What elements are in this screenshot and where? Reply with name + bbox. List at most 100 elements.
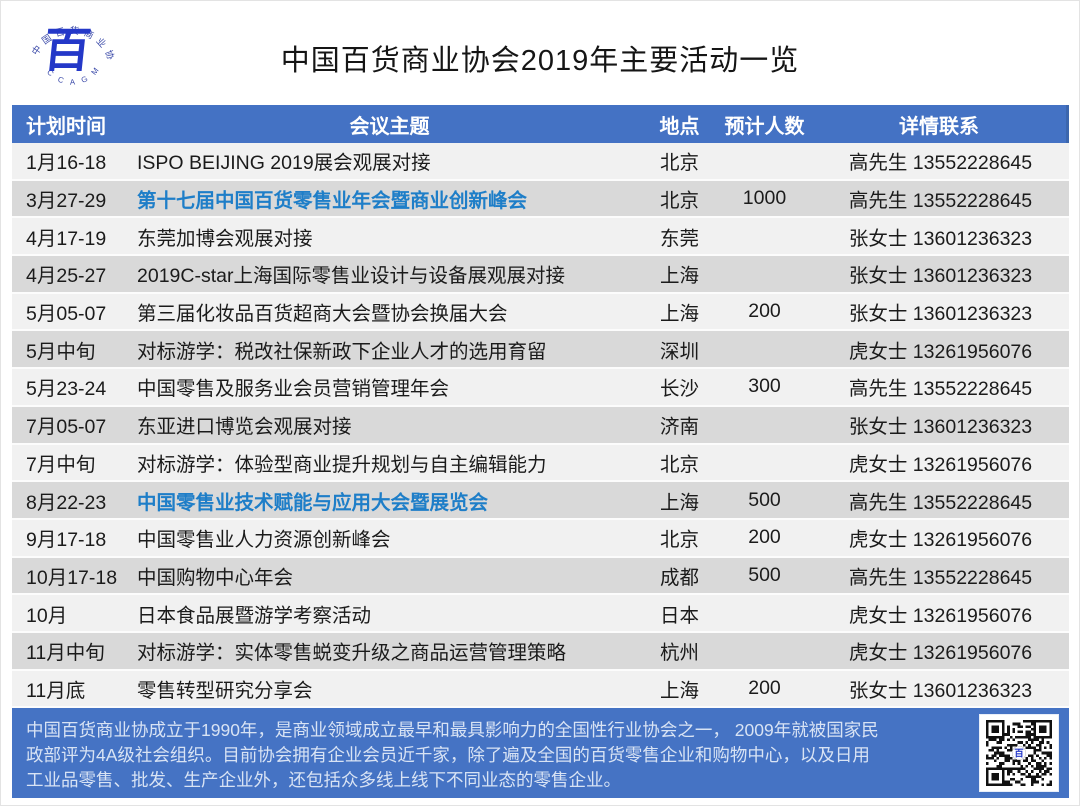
row-topic: 2019C-star上海国际零售业设计与设备展观展对接 [137, 265, 565, 288]
header-cell-location: 地点 [659, 115, 700, 138]
row-attendees: 500 [748, 563, 781, 586]
row-contact: 张女士 13601236323 [848, 679, 1033, 702]
row-topic: 东亚进口博览会观展对接 [137, 416, 352, 439]
table-header: 计划时间 会议主题 地点 预计人数 详情联系 [12, 105, 1069, 143]
qr-code: 百 [979, 714, 1059, 792]
header-cell-attendees: 预计人数 [724, 115, 805, 138]
row-time: 3月27-29 [26, 190, 107, 213]
row-location: 济南 [659, 416, 699, 439]
row-time: 5月05-07 [26, 303, 107, 326]
table-row: 4月17-19 东莞加博会观展对接 东莞 张女士 13601236323 [12, 218, 1069, 257]
row-location: 成都 [659, 566, 699, 589]
row-time: 5月中旬 [26, 340, 96, 363]
row-contact: 高先生 13552228645 [848, 491, 1033, 514]
row-topic: 中国零售业技术赋能与应用大会暨展览会 [137, 491, 489, 514]
row-location: 上海 [659, 679, 699, 702]
row-time: 10月 [26, 604, 68, 627]
table-row: 5月23-24 中国零售及服务业会员营销管理年会 长沙 300 高先生 1355… [12, 369, 1069, 407]
row-topic: 第三届化妆品百货超商大会暨协会换届大会 [137, 303, 508, 326]
row-location: 上海 [659, 265, 699, 288]
row-location: 杭州 [659, 642, 699, 665]
footer-text-line: 政部评为4A级社会组织。目前协会拥有企业会员近千家，除了遍及全国的百货零售企业和… [26, 744, 870, 765]
table-row: 10月 日本食品展暨游学考察活动 日本 虎女士 13261956076 [12, 595, 1069, 633]
row-contact: 张女士 13601236323 [848, 416, 1033, 439]
row-location: 北京 [659, 190, 699, 213]
row-location: 深圳 [659, 340, 699, 363]
header-cell-topic: 会议主题 [349, 115, 430, 138]
footer-banner: 中国百货商业协成立于1990年，是商业领域成立最早和最具影响力的全国性行业协会之… [12, 708, 1069, 798]
row-time: 11月底 [26, 679, 86, 702]
row-time: 8月22-23 [26, 491, 107, 514]
row-attendees: 300 [748, 375, 781, 398]
row-location: 上海 [659, 303, 699, 326]
header-cell-time: 计划时间 [26, 115, 106, 138]
row-contact: 高先生 13552228645 [848, 152, 1033, 175]
row-attendees: 200 [748, 300, 781, 323]
row-location: 日本 [659, 604, 699, 627]
row-location: 长沙 [659, 378, 699, 401]
row-contact: 虎女士 13261956076 [848, 642, 1033, 665]
row-topic: 第十七届中国百货零售业年会暨商业创新峰会 [137, 190, 528, 213]
row-topic: 中国零售及服务业会员营销管理年会 [137, 378, 450, 401]
row-attendees: 500 [748, 488, 781, 511]
header-cell-contact: 详情联系 [899, 115, 979, 138]
footer-text-line: 中国百货商业协成立于1990年，是商业领域成立最早和最具影响力的全国性行业协会之… [26, 720, 879, 740]
table-row: 1月16-18 ISPO BEIJING 2019展会观展对接 北京 高先生 1… [12, 143, 1069, 181]
row-location: 北京 [659, 453, 699, 476]
association-logo: 中国百货商业协会 C C A G M 百 [21, 5, 114, 87]
table-row: 8月22-23 中国零售业技术赋能与应用大会暨展览会 上海 500 高先生 13… [12, 482, 1069, 520]
table-row: 5月05-07 第三届化妆品百货超商大会暨协会换届大会 上海 200 张女士 1… [12, 293, 1069, 332]
table-row: 4月25-27 2019C-star上海国际零售业设计与设备展观展对接 上海 张… [12, 256, 1069, 294]
page-title: 中国百货商业协会2019年主要活动一览 [280, 45, 800, 77]
row-topic: 东莞加博会观展对接 [137, 227, 313, 250]
row-topic: 中国购物中心年会 [137, 566, 294, 589]
row-contact: 虎女士 13261956076 [848, 340, 1033, 363]
row-contact: 高先生 13552228645 [848, 190, 1033, 213]
row-attendees: 200 [748, 676, 781, 699]
row-contact: 高先生 13552228645 [848, 566, 1033, 589]
row-location: 北京 [659, 152, 699, 175]
table-row: 5月中旬 对标游学：税改社保新政下企业人才的选用育留 深圳 虎女士 132619… [12, 331, 1069, 370]
row-contact: 张女士 13601236323 [848, 265, 1033, 288]
row-time: 10月17-18 [26, 566, 118, 589]
row-location: 东莞 [659, 227, 699, 250]
row-location: 北京 [659, 529, 699, 552]
row-time: 9月17-18 [26, 529, 107, 552]
row-time: 11月中旬 [26, 642, 105, 665]
row-topic: 对标游学：体验型商业提升规划与自主编辑能力 [137, 453, 547, 476]
row-time: 7月05-07 [26, 416, 107, 439]
table-row: 11月中旬 对标游学：实体零售蜕变升级之商品运营管理策略 杭州 虎女士 1326… [12, 632, 1069, 671]
row-topic: 中国零售业人力资源创新峰会 [137, 529, 391, 552]
table-row: 7月中旬 对标游学：体验型商业提升规划与自主编辑能力 北京 虎女士 132619… [12, 444, 1069, 483]
row-contact: 虎女士 13261956076 [848, 453, 1033, 476]
row-topic: 对标游学：税改社保新政下企业人才的选用育留 [137, 340, 547, 363]
logo-center-glyph: 百 [41, 24, 94, 77]
row-topic: 对标游学：实体零售蜕变升级之商品运营管理策略 [137, 642, 567, 665]
row-contact: 高先生 13552228645 [848, 378, 1033, 401]
table-row: 7月05-07 东亚进口博览会观展对接 济南 张女士 13601236323 [12, 406, 1069, 445]
row-time: 5月23-24 [26, 378, 107, 401]
row-topic: 零售转型研究分享会 [137, 679, 313, 702]
row-time: 7月中旬 [26, 453, 96, 476]
table-row: 3月27-29 第十七届中国百货零售业年会暨商业创新峰会 北京 1000 高先生… [12, 180, 1069, 219]
row-contact: 张女士 13601236323 [848, 303, 1033, 326]
row-attendees: 200 [748, 526, 781, 549]
svg-text:百: 百 [1014, 749, 1024, 760]
table-body: 1月16-18 ISPO BEIJING 2019展会观展对接 北京 高先生 1… [12, 143, 1069, 709]
footer-text-line: 工业品零售、批发、生产企业外，还包括众多线上线下不同业态的零售企业。 [26, 769, 621, 790]
row-time: 1月16-18 [26, 152, 107, 175]
row-attendees: 1000 [742, 187, 787, 210]
row-topic: 日本食品展暨游学考察活动 [137, 604, 372, 627]
table-row: 10月17-18 中国购物中心年会 成都 500 高先生 13552228645 [12, 557, 1069, 596]
row-contact: 张女士 13601236323 [848, 227, 1033, 250]
row-contact: 虎女士 13261956076 [848, 604, 1033, 627]
row-topic: ISPO BEIJING 2019展会观展对接 [137, 152, 431, 175]
row-location: 上海 [659, 491, 699, 514]
row-time: 4月25-27 [26, 265, 107, 288]
row-contact: 虎女士 13261956076 [848, 529, 1033, 552]
activities-table: 计划时间 会议主题 地点 预计人数 详情联系 1月16-18 ISPO BEIJ… [12, 105, 1069, 709]
row-time: 4月17-19 [26, 227, 107, 250]
table-row: 11月底 零售转型研究分享会 上海 200 张女士 13601236323 [12, 670, 1069, 709]
table-row: 9月17-18 中国零售业人力资源创新峰会 北京 200 虎女士 1326195… [12, 519, 1069, 558]
